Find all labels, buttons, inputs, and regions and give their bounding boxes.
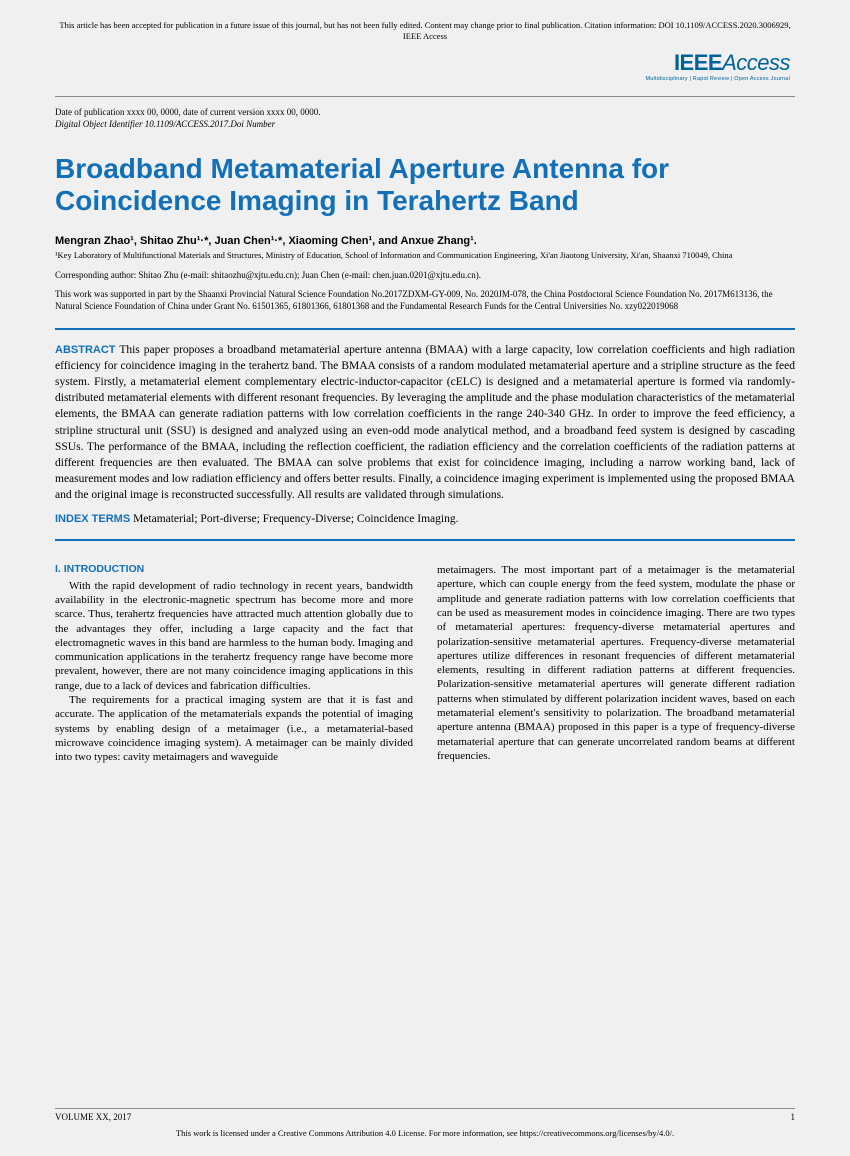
column-left: I. INTRODUCTION With the rapid developme… [55, 563, 413, 765]
footer-volume: VOLUME XX, 2017 [55, 1112, 131, 1122]
license-text: This work is licensed under a Creative C… [55, 1128, 795, 1138]
index-terms-label: INDEX TERMS [55, 513, 130, 525]
abstract-body: This paper proposes a broadband metamate… [55, 344, 795, 501]
footer-page-number: 1 [791, 1112, 796, 1122]
logo-brand: IEEE [674, 50, 722, 75]
acceptance-notice: This article has been accepted for publi… [55, 20, 795, 42]
funding-info: This work was supported in part by the S… [55, 288, 795, 312]
doi-line: Digital Object Identifier 10.1109/ACCESS… [55, 119, 795, 129]
corresponding-author: Corresponding author: Shitao Zhu (e-mail… [55, 270, 795, 280]
abstract-label: ABSTRACT [55, 344, 116, 356]
author-list: Mengran Zhao¹, Shitao Zhu¹·*, Juan Chen¹… [55, 235, 795, 247]
logo-row: IEEEAccess Multidisciplinary | Rapid Rev… [55, 50, 795, 82]
logo-product: Access [722, 50, 790, 75]
logo-tagline: Multidisciplinary | Rapid Review | Open … [646, 76, 791, 82]
intro-para-3: metaimagers. The most important part of … [437, 563, 795, 763]
column-right: metaimagers. The most important part of … [437, 563, 795, 765]
publication-date: Date of publication xxxx 00, 0000, date … [55, 107, 795, 117]
abstract-block: ABSTRACT This paper proposes a broadband… [55, 328, 795, 541]
page-footer: VOLUME XX, 2017 1 This work is licensed … [55, 1108, 795, 1138]
body-columns: I. INTRODUCTION With the rapid developme… [55, 563, 795, 765]
section-heading-intro: I. INTRODUCTION [55, 563, 413, 577]
intro-para-1: With the rapid development of radio tech… [55, 579, 413, 693]
intro-para-2: The requirements for a practical imaging… [55, 693, 413, 764]
header-divider [55, 96, 795, 97]
article-title: Broadband Metamaterial Aperture Antenna … [55, 153, 795, 217]
index-terms-body: Metamaterial; Port-diverse; Frequency-Di… [133, 513, 458, 525]
affiliation: ¹Key Laboratory of Multifunctional Mater… [55, 250, 795, 261]
ieee-access-logo: IEEEAccess Multidisciplinary | Rapid Rev… [646, 50, 791, 82]
